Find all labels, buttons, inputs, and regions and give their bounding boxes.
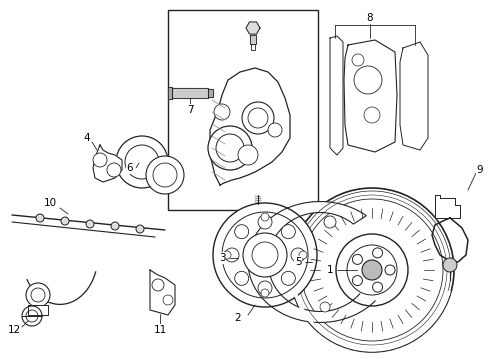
Polygon shape bbox=[172, 88, 208, 98]
Text: 9: 9 bbox=[477, 165, 483, 175]
Text: 11: 11 bbox=[153, 325, 167, 335]
Circle shape bbox=[258, 281, 272, 295]
Bar bbox=[168, 10, 318, 210]
Text: 2: 2 bbox=[235, 313, 241, 323]
Text: 4: 4 bbox=[84, 133, 90, 143]
Circle shape bbox=[290, 188, 454, 352]
Circle shape bbox=[347, 245, 397, 295]
Circle shape bbox=[242, 102, 274, 134]
Circle shape bbox=[364, 107, 380, 123]
Polygon shape bbox=[248, 202, 375, 323]
Text: 1: 1 bbox=[327, 265, 333, 275]
Polygon shape bbox=[93, 145, 122, 182]
Circle shape bbox=[26, 310, 38, 322]
Text: 3: 3 bbox=[219, 253, 225, 263]
Circle shape bbox=[107, 163, 121, 177]
Circle shape bbox=[252, 242, 278, 268]
Circle shape bbox=[372, 248, 383, 258]
Circle shape bbox=[225, 248, 239, 262]
Text: 5: 5 bbox=[294, 257, 301, 267]
Circle shape bbox=[443, 258, 457, 272]
Circle shape bbox=[36, 214, 44, 222]
Circle shape bbox=[261, 289, 269, 297]
Circle shape bbox=[301, 199, 443, 341]
Circle shape bbox=[261, 213, 269, 221]
Circle shape bbox=[22, 306, 42, 326]
Polygon shape bbox=[330, 36, 343, 155]
Circle shape bbox=[243, 233, 287, 277]
Circle shape bbox=[136, 225, 144, 233]
Circle shape bbox=[281, 271, 295, 285]
Circle shape bbox=[125, 145, 159, 179]
Circle shape bbox=[163, 295, 173, 305]
Circle shape bbox=[153, 163, 177, 187]
Circle shape bbox=[235, 225, 248, 239]
Polygon shape bbox=[400, 42, 428, 150]
Circle shape bbox=[352, 276, 363, 285]
Text: 8: 8 bbox=[367, 13, 373, 23]
Polygon shape bbox=[210, 68, 290, 185]
Circle shape bbox=[31, 288, 45, 302]
Text: 10: 10 bbox=[44, 198, 56, 208]
Circle shape bbox=[324, 216, 336, 228]
Circle shape bbox=[146, 156, 184, 194]
Circle shape bbox=[320, 302, 330, 312]
Circle shape bbox=[268, 123, 282, 137]
Circle shape bbox=[223, 251, 231, 259]
Polygon shape bbox=[251, 44, 255, 50]
Polygon shape bbox=[246, 22, 260, 34]
Circle shape bbox=[222, 212, 308, 298]
Circle shape bbox=[208, 126, 252, 170]
Circle shape bbox=[235, 271, 248, 285]
Text: 7: 7 bbox=[187, 105, 194, 115]
Text: 6: 6 bbox=[127, 163, 133, 173]
Circle shape bbox=[216, 134, 244, 162]
Polygon shape bbox=[435, 195, 460, 218]
Circle shape bbox=[372, 282, 383, 292]
Circle shape bbox=[152, 279, 164, 291]
Circle shape bbox=[291, 248, 305, 262]
Circle shape bbox=[213, 203, 317, 307]
Polygon shape bbox=[28, 305, 48, 315]
Circle shape bbox=[354, 66, 382, 94]
Circle shape bbox=[214, 104, 230, 120]
Circle shape bbox=[336, 234, 408, 306]
Circle shape bbox=[281, 225, 295, 239]
Text: 12: 12 bbox=[7, 325, 21, 335]
Circle shape bbox=[86, 220, 94, 228]
Circle shape bbox=[352, 54, 364, 66]
Circle shape bbox=[93, 153, 107, 167]
Polygon shape bbox=[344, 40, 397, 152]
Circle shape bbox=[111, 222, 119, 230]
Polygon shape bbox=[150, 270, 175, 315]
Circle shape bbox=[238, 145, 258, 165]
Circle shape bbox=[258, 215, 272, 229]
Circle shape bbox=[352, 255, 363, 264]
Circle shape bbox=[61, 217, 69, 225]
Polygon shape bbox=[250, 35, 256, 44]
Circle shape bbox=[362, 260, 382, 280]
Circle shape bbox=[26, 283, 50, 307]
Polygon shape bbox=[208, 89, 213, 97]
Circle shape bbox=[116, 136, 168, 188]
Circle shape bbox=[385, 265, 395, 275]
Circle shape bbox=[299, 251, 307, 259]
Circle shape bbox=[248, 108, 268, 128]
Polygon shape bbox=[168, 87, 172, 99]
